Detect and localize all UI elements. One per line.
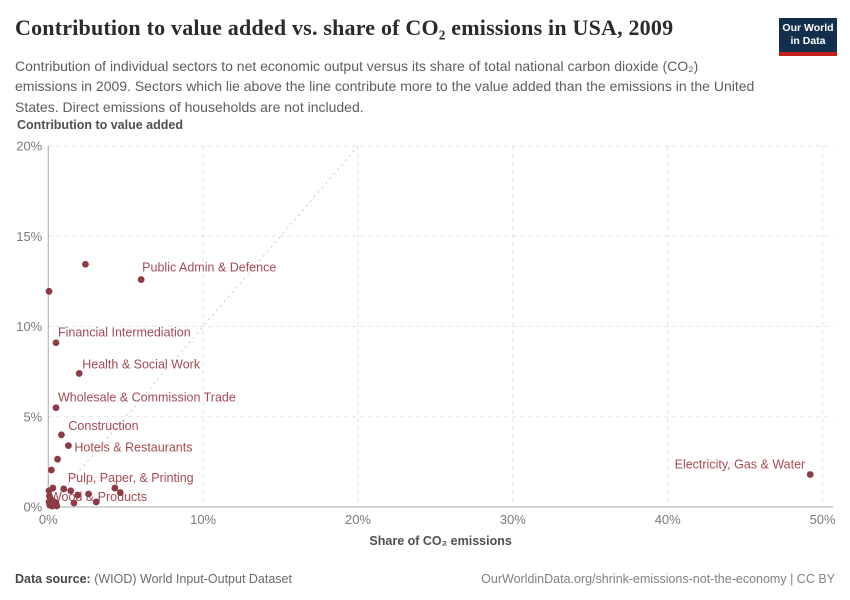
x-tick-label: 0%	[39, 512, 58, 527]
data-point[interactable]	[67, 487, 75, 495]
data-point[interactable]	[111, 484, 119, 492]
data-point[interactable]	[58, 431, 65, 439]
owid-logo-line2: in Data	[790, 35, 826, 48]
data-point[interactable]	[806, 471, 814, 478]
attribution-link[interactable]: OurWorldinData.org/shrink-emissions-not-…	[481, 572, 835, 586]
point-label: Pulp, Paper, & Printing	[68, 471, 194, 485]
point-label: Hotels & Restaurants	[74, 441, 192, 455]
page-title: Contribution to value added vs. share of…	[15, 15, 674, 40]
data-point[interactable]	[52, 404, 60, 412]
x-tick-label: 10%	[190, 512, 216, 527]
y-tick-label: 5%	[23, 409, 42, 424]
parity-line	[47, 145, 359, 508]
point-label: Financial Intermediation	[58, 326, 191, 340]
x-tick-label: 20%	[345, 512, 371, 527]
x-tick-label: 40%	[655, 512, 681, 527]
data-point[interactable]	[70, 499, 78, 507]
data-point[interactable]	[82, 260, 89, 268]
point-label: Health & Social Work	[82, 357, 201, 371]
datasource-value: (WIOD) World Input-Output Dataset	[94, 572, 292, 586]
y-tick-label: 15%	[16, 229, 42, 244]
data-point[interactable]	[54, 455, 61, 463]
data-point[interactable]	[85, 490, 92, 498]
data-point[interactable]	[116, 489, 124, 496]
data-point[interactable]	[46, 492, 53, 500]
y-tick-label: 10%	[16, 319, 42, 334]
x-tick-label: 50%	[810, 512, 836, 527]
data-point[interactable]	[137, 276, 145, 283]
point-label: Electricity, Gas & Water	[675, 458, 806, 472]
data-point[interactable]	[64, 442, 72, 450]
page-subtitle: Contribution of individual sectors to ne…	[15, 58, 755, 115]
y-axis-title: Contribution to value added	[17, 118, 183, 132]
owid-logo[interactable]: Our World in Data	[779, 18, 837, 57]
data-point[interactable]	[75, 370, 83, 377]
owid-logo-line1: Our World	[782, 22, 834, 34]
data-point[interactable]	[45, 287, 53, 295]
datasource: Data source: (WIOD) World Input-Output D…	[15, 572, 292, 586]
datasource-label: Data source:	[15, 572, 91, 586]
point-label: Public Admin & Defence	[142, 261, 276, 275]
x-tick-label: 30%	[500, 512, 526, 527]
x-axis-title: Share of CO₂ emissions	[369, 534, 511, 548]
data-point[interactable]	[47, 466, 55, 474]
data-point[interactable]	[53, 502, 61, 510]
y-tick-label: 20%	[16, 139, 42, 154]
point-label: Construction	[68, 419, 138, 433]
data-point[interactable]	[52, 339, 60, 347]
point-label: Wholesale & Commission Trade	[58, 391, 236, 405]
data-point[interactable]	[45, 487, 53, 495]
y-tick-label: 0%	[23, 500, 42, 515]
data-point[interactable]	[60, 485, 68, 493]
data-point[interactable]	[92, 498, 100, 506]
data-point[interactable]	[74, 491, 82, 499]
